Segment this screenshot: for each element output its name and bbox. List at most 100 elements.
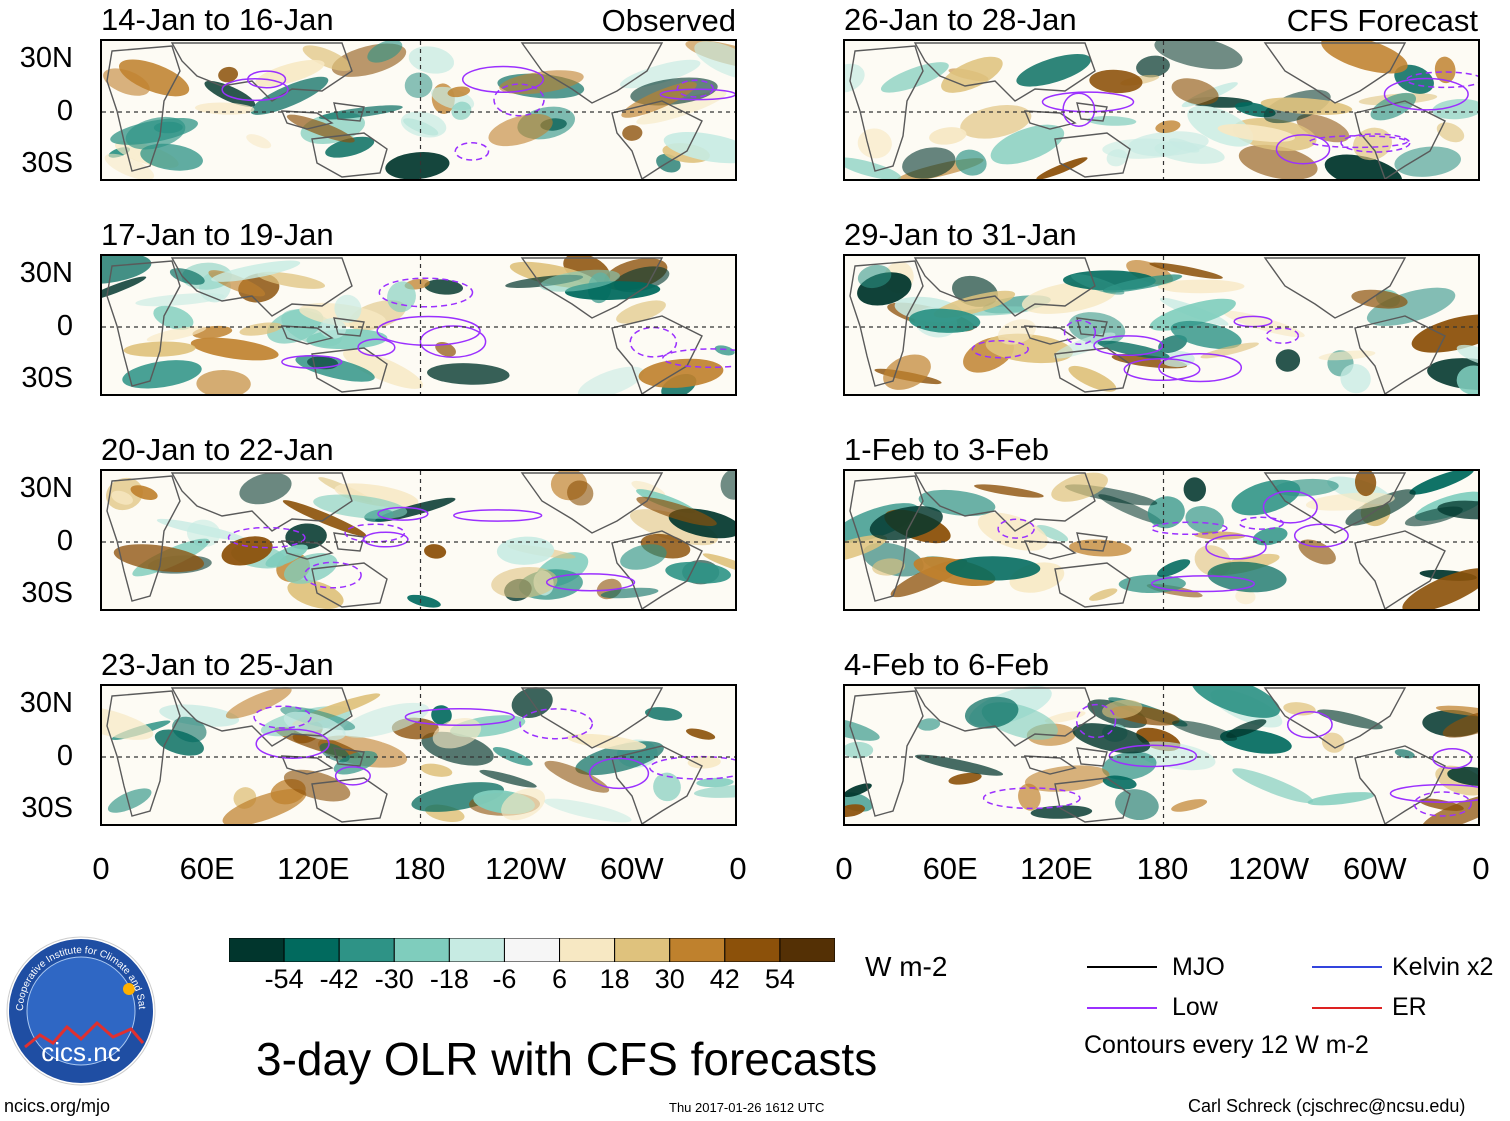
- anomaly-blob: [544, 760, 610, 793]
- anomaly-blob: [945, 556, 1041, 581]
- anomaly-blob: [156, 518, 246, 541]
- anomaly-blob: [222, 788, 307, 824]
- anomaly-blob: [567, 480, 594, 506]
- legend-line-er: [1312, 1007, 1382, 1009]
- coastline: [913, 42, 1096, 102]
- anomaly-blob: [1102, 274, 1183, 293]
- colorbar-swatch: [614, 938, 671, 962]
- anomaly-blob: [1086, 116, 1137, 126]
- lon-label: 60W: [1342, 851, 1407, 886]
- anomaly-blob: [283, 553, 338, 584]
- coastline: [1054, 777, 1131, 823]
- anomaly-blob: [1156, 559, 1191, 577]
- anomaly-blob: [342, 349, 424, 389]
- coastline: [311, 347, 388, 393]
- lon-label: 60E: [179, 851, 235, 886]
- coastline: [1354, 315, 1446, 394]
- low-contour: [221, 78, 289, 102]
- anomaly-blob: [685, 728, 716, 740]
- low-contour: [493, 83, 545, 117]
- coastline: [106, 45, 181, 172]
- observed-map-3: [100, 469, 737, 611]
- coastline: [106, 260, 181, 387]
- lon-label: 0: [835, 851, 853, 886]
- low-contour: [378, 277, 474, 308]
- anomaly-blob: [1102, 775, 1137, 790]
- lon-label: 60W: [599, 851, 664, 886]
- coastline: [106, 475, 181, 602]
- low-contour: [649, 755, 735, 780]
- coastline: [1354, 530, 1446, 609]
- lon-label: 120W: [485, 851, 567, 886]
- low-contour: [1150, 521, 1228, 536]
- forecast-panel-title-4: 4-Feb to 6-Feb: [844, 647, 1050, 682]
- anomaly-blob: [845, 157, 901, 179]
- observed-panel-title-3: 20-Jan to 22-Jan: [101, 432, 334, 467]
- low-contour: [1093, 335, 1164, 357]
- olr-anomaly-field: [102, 41, 735, 179]
- anomaly-blob: [964, 696, 1019, 729]
- lat-label: 30N: [19, 472, 73, 504]
- anomaly-blob: [1185, 506, 1224, 534]
- anomaly-blob: [883, 354, 931, 390]
- anomaly-blob: [1296, 114, 1350, 143]
- anomaly-blob: [1157, 279, 1245, 294]
- anomaly-blob: [929, 127, 967, 145]
- anomaly-blob: [479, 769, 537, 788]
- anomaly-blob: [1447, 766, 1478, 786]
- anomaly-blob: [424, 544, 447, 559]
- colorbar-label: 18: [599, 964, 630, 994]
- website-link[interactable]: ncics.org/mjo: [4, 1096, 111, 1116]
- observed-tag: Observed: [601, 3, 736, 38]
- colorbar-label: -30: [374, 964, 414, 994]
- anomaly-blob: [1102, 699, 1143, 719]
- anomaly-blob: [313, 494, 408, 519]
- anomaly-blob: [1305, 492, 1395, 511]
- lon-label: 120W: [1228, 851, 1310, 886]
- colorbar-label: -54: [264, 964, 304, 994]
- legend-label-mjo: MJO: [1172, 953, 1225, 981]
- anomaly-blob: [302, 45, 352, 72]
- lat-label: 30S: [21, 792, 73, 824]
- low-contour: [461, 65, 545, 94]
- colorbar-swatch: [559, 938, 616, 962]
- anomaly-blob: [974, 484, 1044, 498]
- anomaly-blob: [282, 500, 367, 537]
- lon-label: 0: [729, 851, 747, 886]
- anomaly-blob: [845, 716, 880, 741]
- low-contour: [676, 79, 714, 98]
- anomaly-blob: [1324, 154, 1403, 179]
- anomaly-blob: [1238, 144, 1318, 179]
- coastline: [311, 132, 388, 178]
- low-contour: [1075, 703, 1117, 739]
- olr-anomaly-field: [102, 256, 735, 394]
- anomaly-blob: [334, 294, 362, 323]
- low-contour: [1063, 319, 1097, 346]
- low-contour: [334, 766, 371, 786]
- coastline: [913, 472, 1096, 532]
- anomaly-blob: [663, 131, 735, 164]
- low-contour: [255, 728, 330, 759]
- anomaly-blob: [616, 300, 666, 324]
- legend-label-kelvin: Kelvin x2: [1392, 953, 1494, 981]
- colorbar-swatch: [503, 938, 561, 962]
- anomaly-blob: [400, 111, 447, 138]
- anomaly-blob: [1275, 349, 1301, 372]
- anomaly-blob: [225, 687, 292, 719]
- anomaly-blob: [1435, 705, 1478, 717]
- coastline: [913, 687, 1096, 747]
- low-contour: [1151, 575, 1255, 593]
- coastline: [280, 540, 334, 560]
- coastline: [849, 260, 924, 387]
- colorbar-label: -6: [492, 964, 517, 994]
- coastline: [333, 317, 365, 337]
- low-contour: [1262, 490, 1318, 524]
- low-contour: [362, 531, 409, 548]
- lon-label: 0: [92, 851, 110, 886]
- low-contour: [1205, 534, 1267, 560]
- coastline: [333, 102, 365, 122]
- colorbar-label: -42: [319, 964, 359, 994]
- anomaly-blob: [1321, 41, 1408, 74]
- anomaly-blob: [1232, 768, 1314, 804]
- low-contour: [1293, 523, 1349, 548]
